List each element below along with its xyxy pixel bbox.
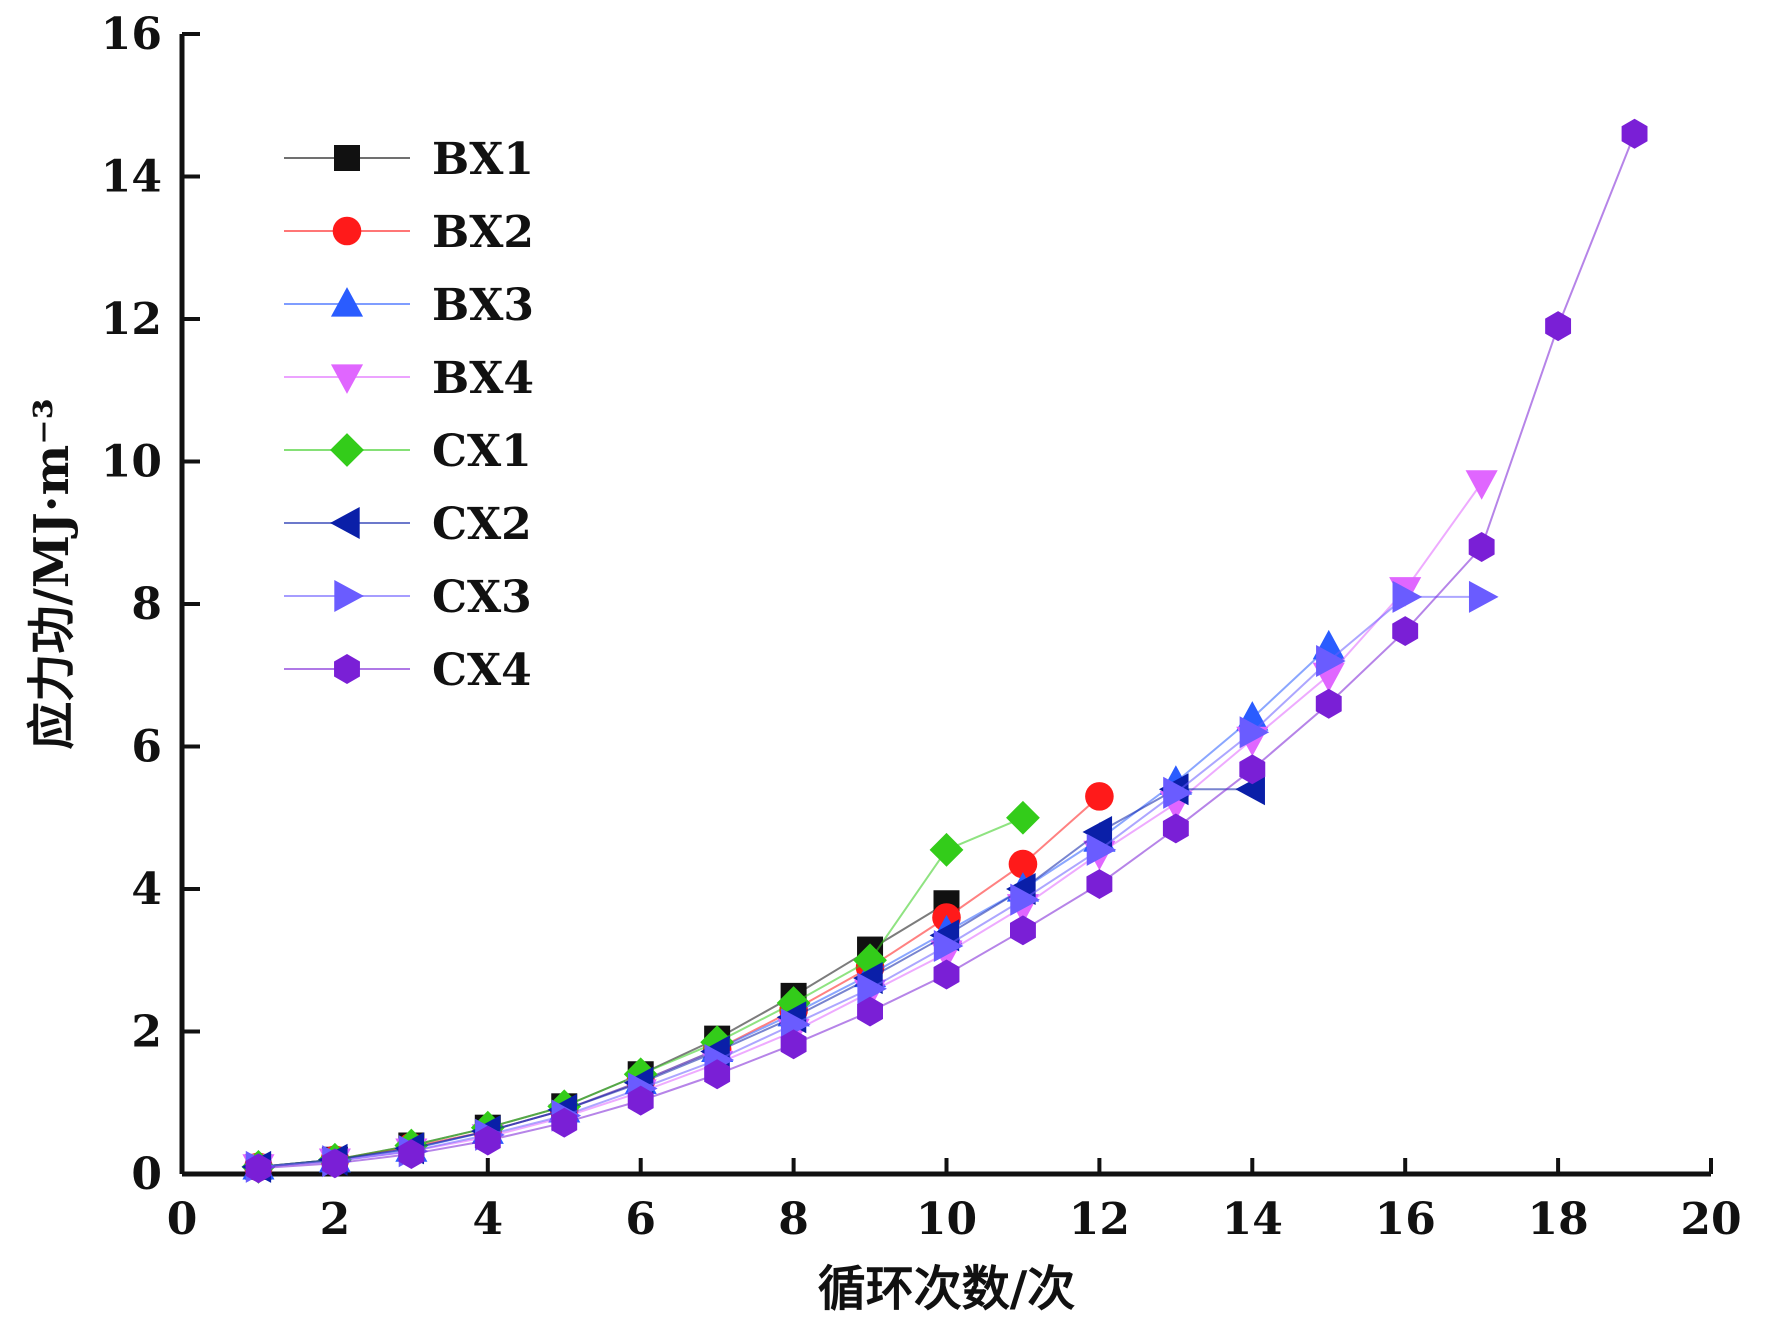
series-bx4 bbox=[242, 470, 1498, 1184]
data-point bbox=[780, 1029, 807, 1060]
y-axis-title: 应力功/MJ·m⁻³ bbox=[24, 398, 80, 749]
legend: BX1 BX2 BX3 BX4 CX1 CX2 CX3 CX4 bbox=[284, 134, 534, 696]
x-tick-label: 14 bbox=[1222, 1194, 1283, 1245]
legend-label: BX3 bbox=[432, 280, 534, 331]
data-point bbox=[929, 832, 964, 867]
data-point bbox=[1545, 311, 1572, 342]
legend-item-cx4: CX4 bbox=[284, 645, 532, 696]
data-point bbox=[1239, 716, 1270, 749]
x-ticks: 0 2 4 6 8 10 12 14 16 18 20 bbox=[167, 1158, 1742, 1245]
series-cx2 bbox=[241, 773, 1265, 1183]
y-tick-label: 16 bbox=[101, 9, 162, 60]
data-point bbox=[1085, 782, 1114, 811]
series-line bbox=[258, 646, 1330, 1168]
x-tick-label: 10 bbox=[916, 1194, 977, 1245]
data-point bbox=[704, 1059, 731, 1090]
y-tick-label: 8 bbox=[131, 579, 162, 630]
data-point bbox=[1468, 580, 1499, 613]
series-bx3 bbox=[242, 629, 1345, 1180]
x-tick-label: 16 bbox=[1375, 1194, 1436, 1245]
y-tick-label: 6 bbox=[131, 722, 162, 773]
legend-marker bbox=[330, 433, 364, 467]
legend-label: CX4 bbox=[432, 645, 532, 696]
legend-label: CX3 bbox=[432, 572, 532, 623]
series-bx1 bbox=[245, 890, 960, 1180]
data-point bbox=[1008, 849, 1038, 879]
data-point bbox=[398, 1139, 425, 1169]
data-point bbox=[474, 1125, 501, 1156]
data-point bbox=[1316, 644, 1346, 678]
x-tick-label: 6 bbox=[625, 1194, 656, 1245]
data-point bbox=[245, 1153, 272, 1184]
x-tick-label: 2 bbox=[320, 1194, 351, 1245]
data-point bbox=[1315, 688, 1342, 719]
series-cx4 bbox=[245, 118, 1648, 1184]
series-line bbox=[258, 788, 1253, 1168]
legend-label: CX1 bbox=[432, 426, 532, 477]
y-tick-label: 12 bbox=[101, 294, 162, 345]
legend-item-bx2: BX2 bbox=[284, 207, 534, 258]
y-ticks: 0 2 4 6 8 10 12 14 16 bbox=[101, 9, 200, 1200]
data-point bbox=[933, 929, 964, 963]
data-point bbox=[1082, 815, 1113, 849]
legend-label: BX1 bbox=[432, 134, 534, 185]
legend-marker bbox=[330, 287, 364, 317]
legend-marker bbox=[332, 216, 362, 246]
legend-item-bx3: BX3 bbox=[284, 280, 534, 331]
data-point bbox=[857, 972, 887, 1005]
data-point bbox=[1086, 833, 1117, 866]
legend-marker bbox=[330, 364, 364, 394]
legend-label: CX2 bbox=[432, 499, 532, 550]
data-point bbox=[1392, 580, 1423, 613]
series-cx1 bbox=[241, 800, 1040, 1184]
legend-item-cx2: CX2 bbox=[284, 499, 532, 550]
y-tick-label: 4 bbox=[131, 864, 162, 915]
data-point bbox=[321, 1148, 348, 1179]
x-tick-label: 4 bbox=[472, 1194, 503, 1245]
legend-label: BX4 bbox=[432, 353, 534, 404]
legend-marker bbox=[334, 145, 360, 171]
legend-item-cx1: CX1 bbox=[284, 426, 532, 477]
data-point bbox=[1239, 754, 1266, 785]
x-axis-title: 循环次数/次 bbox=[818, 1261, 1076, 1317]
legend-marker bbox=[334, 654, 360, 684]
data-point bbox=[1010, 915, 1036, 946]
series-bx2 bbox=[244, 782, 1114, 1182]
y-tick-label: 2 bbox=[131, 1007, 162, 1058]
data-point bbox=[1235, 773, 1265, 806]
data-point bbox=[857, 996, 883, 1027]
series-line bbox=[258, 902, 948, 1168]
legend-item-bx4: BX4 bbox=[284, 353, 534, 404]
data-point bbox=[933, 959, 960, 990]
x-tick-label: 0 bbox=[167, 1194, 198, 1245]
x-tick-label: 12 bbox=[1069, 1194, 1130, 1245]
data-point bbox=[551, 1107, 578, 1138]
legend-item-bx1: BX1 bbox=[284, 134, 534, 185]
data-point bbox=[1162, 813, 1189, 844]
series-line bbox=[258, 795, 1101, 1168]
data-point bbox=[1163, 776, 1193, 809]
x-tick-label: 8 bbox=[778, 1194, 809, 1245]
data-point bbox=[1392, 616, 1419, 647]
series-layer bbox=[241, 118, 1648, 1184]
legend-item-cx3: CX3 bbox=[284, 572, 532, 623]
data-point bbox=[1086, 869, 1113, 899]
axes: 0 2 4 6 8 10 12 14 16 18 20 0 2 4 6 8 10 12 14 16 bbox=[101, 9, 1742, 1245]
data-point bbox=[1465, 470, 1498, 500]
y-tick-label: 14 bbox=[101, 152, 162, 203]
legend-marker bbox=[334, 579, 364, 613]
x-tick-label: 18 bbox=[1527, 1194, 1588, 1245]
y-tick-label: 10 bbox=[101, 437, 162, 488]
legend-label: BX2 bbox=[432, 207, 534, 258]
data-point bbox=[1010, 883, 1040, 916]
legend-marker bbox=[330, 506, 360, 540]
data-point bbox=[1621, 118, 1648, 149]
data-point bbox=[780, 1008, 811, 1041]
y-tick-label: 0 bbox=[131, 1149, 162, 1200]
data-point bbox=[627, 1085, 654, 1116]
data-point bbox=[1006, 800, 1040, 835]
x-tick-label: 20 bbox=[1680, 1194, 1741, 1245]
data-point bbox=[1468, 532, 1495, 562]
